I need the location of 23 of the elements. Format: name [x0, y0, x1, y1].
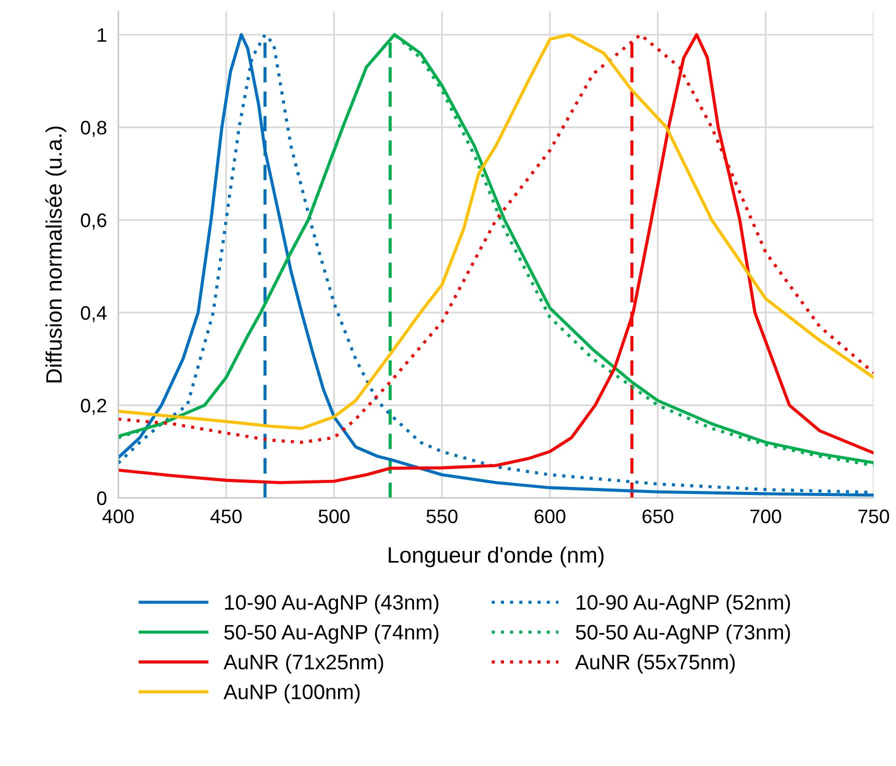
legend-label: 50-50 Au-AgNP (73nm)	[576, 624, 790, 644]
x-tick-label: 750	[858, 510, 890, 524]
x-tick-label: 600	[534, 510, 566, 524]
y-tick-label: 1	[98, 28, 106, 42]
legend-label: 10-90 Au-AgNP (43nm)	[225, 594, 438, 614]
y-tick-label: 0,4	[80, 306, 107, 322]
legend-label: AuNP (100nm)	[224, 684, 360, 704]
legend-label: 50-50 Au-AgNP (74nm)	[224, 624, 438, 644]
legend-label: AuNR (71x25nm)	[224, 654, 384, 674]
x-tick-label: 550	[426, 510, 458, 524]
x-tick-label: 700	[750, 510, 782, 524]
x-tick-label: 650	[642, 510, 674, 524]
y-tick-label: 0	[97, 491, 106, 506]
x-axis-title: Longueur d'onde (nm)	[388, 546, 604, 568]
x-tick-label: 400	[102, 510, 134, 524]
legend-label: AuNR (55x75nm)	[575, 654, 735, 674]
y-axis-title: Diffusion normalisée (u.a.)	[45, 126, 66, 382]
x-tick-label: 500	[318, 510, 350, 524]
legend-label: 10-90 Au-AgNP (52nm)	[576, 594, 790, 614]
y-tick-label: 0,8	[80, 120, 106, 137]
y-tick-label: 0,6	[80, 213, 106, 230]
x-tick-label: 450	[210, 510, 242, 524]
y-tick-label: 0,2	[80, 398, 106, 415]
